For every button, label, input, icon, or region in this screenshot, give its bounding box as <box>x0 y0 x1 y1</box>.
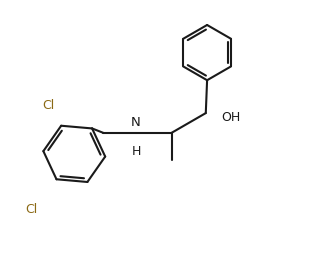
Text: OH: OH <box>222 111 241 124</box>
Text: N: N <box>131 117 141 129</box>
Text: Cl: Cl <box>42 99 54 112</box>
Text: Cl: Cl <box>25 203 37 216</box>
Text: H: H <box>131 145 141 158</box>
